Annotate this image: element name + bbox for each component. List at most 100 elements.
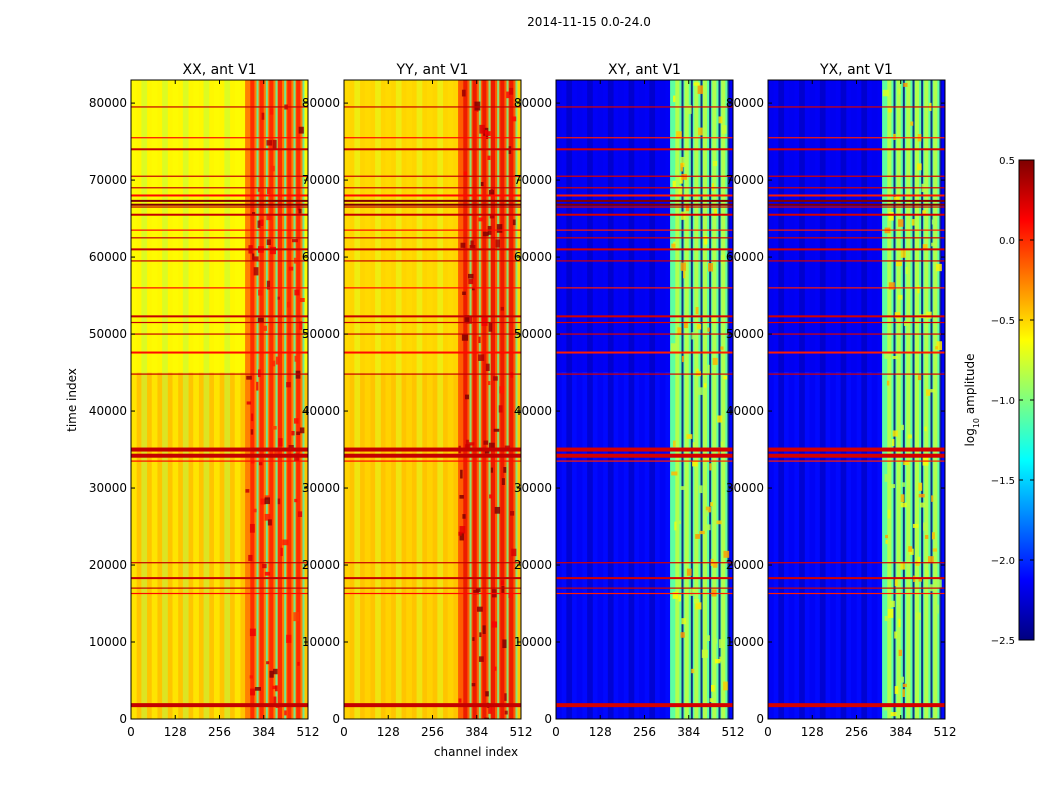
rfi-blob bbox=[935, 263, 942, 272]
flagged-row bbox=[556, 187, 733, 189]
flagged-row bbox=[556, 237, 733, 239]
flagged-row bbox=[344, 106, 521, 108]
rfi-blob bbox=[273, 668, 278, 675]
rfi-blob bbox=[491, 621, 498, 628]
rfi-blob bbox=[269, 670, 274, 678]
rfi-blob bbox=[919, 502, 925, 508]
rfi-column bbox=[694, 80, 699, 719]
rfi-blob bbox=[680, 632, 685, 638]
rfi-blob bbox=[900, 502, 907, 508]
rfi-blob bbox=[299, 321, 303, 330]
rfi-blob bbox=[696, 368, 699, 374]
flagged-row bbox=[344, 373, 521, 375]
flagged-row bbox=[131, 229, 308, 231]
rfi-blob bbox=[712, 357, 718, 365]
flagged-row bbox=[768, 187, 945, 189]
rfi-blob bbox=[267, 519, 272, 526]
rfi-blob bbox=[278, 438, 283, 447]
channel-stripe bbox=[375, 80, 381, 719]
rfi-blob bbox=[461, 89, 466, 97]
rfi-blob bbox=[266, 280, 271, 290]
rfi-blob bbox=[485, 133, 489, 139]
rfi-blob bbox=[672, 180, 676, 188]
y-tick-label: 40000 bbox=[302, 404, 340, 418]
flagged-row bbox=[131, 592, 308, 595]
rfi-blob bbox=[490, 189, 494, 193]
flagged-row bbox=[556, 287, 733, 289]
rfi-blob bbox=[250, 688, 255, 696]
flagged-row bbox=[556, 199, 733, 202]
rfi-blob bbox=[926, 311, 932, 319]
rfi-gap bbox=[506, 80, 509, 719]
flagged-row bbox=[556, 592, 733, 595]
flagged-row bbox=[131, 237, 308, 239]
flagged-row bbox=[556, 248, 733, 251]
rfi-blob bbox=[898, 618, 901, 628]
rfi-blob bbox=[680, 486, 685, 490]
panels: XX, ant V1 0 128 256 384 512 0 10000 20000 30000 4… bbox=[89, 62, 957, 739]
rfi-blob bbox=[490, 467, 494, 473]
rfi-blob bbox=[493, 428, 500, 432]
rfi-column bbox=[472, 80, 477, 719]
rfi-blob bbox=[676, 131, 682, 139]
rfi-blob bbox=[886, 380, 890, 386]
rfi-blob bbox=[675, 170, 680, 175]
flagged-row bbox=[768, 175, 945, 177]
rfi-blob bbox=[917, 556, 921, 564]
flagged-row bbox=[344, 315, 521, 318]
rfi-blob bbox=[902, 683, 907, 688]
rfi-blob bbox=[462, 291, 466, 295]
flagged-row bbox=[556, 351, 733, 354]
rfi-blob bbox=[249, 675, 254, 679]
rfi-gap bbox=[709, 80, 712, 719]
rfi-blob bbox=[260, 718, 266, 719]
rfi-blob bbox=[926, 389, 931, 396]
rfi-blob bbox=[277, 296, 280, 300]
heatmap-image bbox=[344, 80, 521, 719]
rfi-blob bbox=[695, 602, 702, 610]
y-tick-label: 40000 bbox=[514, 404, 552, 418]
rfi-blob bbox=[884, 615, 890, 622]
flagged-row bbox=[556, 260, 733, 262]
channel-stripe bbox=[778, 80, 785, 719]
rfi-blob bbox=[460, 242, 466, 248]
y-tick-label: 80000 bbox=[302, 96, 340, 110]
rfi-blob bbox=[721, 125, 727, 134]
flagged-row bbox=[556, 203, 733, 206]
rfi-blob bbox=[908, 546, 913, 552]
rfi-blob bbox=[294, 289, 300, 296]
rfi-blob bbox=[888, 108, 892, 113]
rfi-blob bbox=[288, 444, 294, 449]
flagged-row bbox=[768, 194, 945, 197]
rfi-blob bbox=[253, 508, 257, 513]
rfi-blob bbox=[699, 530, 705, 535]
channel-stripe bbox=[607, 80, 614, 719]
rfi-blob bbox=[893, 196, 900, 201]
rfi-column bbox=[933, 80, 938, 719]
rfi-blob bbox=[272, 425, 277, 430]
rfi-blob bbox=[678, 579, 682, 588]
x-tick-label: 512 bbox=[297, 725, 320, 739]
rfi-gap bbox=[893, 80, 896, 719]
rfi-blob bbox=[671, 471, 678, 476]
flagged-row bbox=[768, 203, 945, 206]
rfi-blob bbox=[677, 327, 682, 335]
channel-stripe bbox=[141, 80, 148, 719]
rfi-gap bbox=[515, 80, 518, 719]
rfi-blob bbox=[480, 181, 484, 187]
rfi-blob bbox=[719, 656, 722, 662]
rfi-blob bbox=[262, 325, 267, 331]
channel-stripe bbox=[597, 80, 604, 719]
flagged-row bbox=[344, 447, 521, 452]
rfi-blob bbox=[935, 604, 939, 614]
flagged-row bbox=[768, 229, 945, 231]
x-tick-label: 512 bbox=[722, 725, 745, 739]
rfi-blob bbox=[264, 497, 270, 505]
rfi-blob bbox=[293, 418, 299, 424]
y-tick-label: 50000 bbox=[302, 327, 340, 341]
rfi-blob bbox=[931, 532, 935, 540]
channel-stripe bbox=[385, 80, 392, 719]
flagged-row bbox=[556, 106, 733, 108]
rfi-blob bbox=[494, 506, 501, 514]
flagged-row bbox=[768, 199, 945, 202]
